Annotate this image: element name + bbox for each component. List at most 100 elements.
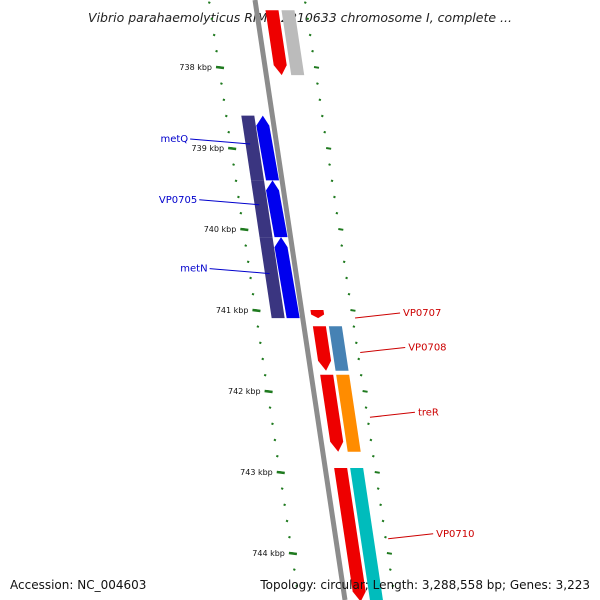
cds-arrow <box>256 115 280 181</box>
gene-feature <box>336 374 361 452</box>
tick-dot-right <box>376 487 380 490</box>
label-connector <box>388 533 434 540</box>
major-tick <box>252 308 261 313</box>
cds-arrow <box>320 374 344 452</box>
tick-dot-left <box>224 114 228 118</box>
tick-dot-right <box>350 309 356 312</box>
gene-label: VP0710 <box>436 529 474 540</box>
tick-dot-left <box>275 454 279 458</box>
tick-dot-right <box>320 114 324 118</box>
gene-label: VP0705 <box>159 195 197 206</box>
genome-backbone <box>252 0 348 600</box>
tick-dot-right <box>371 454 375 458</box>
tick-dot-right <box>340 244 344 247</box>
tick-label: 739 kbp <box>192 144 225 153</box>
tick-dot-right <box>384 535 387 539</box>
tick-dot-right <box>345 276 348 280</box>
gene-label-layer: metQ VP0705 metN VP0707 VP0708 treR VP0710 <box>159 134 475 540</box>
tick-dot-left <box>271 422 274 426</box>
gene-feature <box>259 237 285 319</box>
tick-dot-left <box>215 49 218 53</box>
tick-dot-left <box>222 98 226 102</box>
tick-dot-right <box>318 98 322 102</box>
label-connector <box>355 312 401 319</box>
tick-dot-right <box>328 163 331 166</box>
label-connector <box>190 138 251 145</box>
cds-arrow <box>312 326 332 371</box>
label-connector <box>199 199 260 206</box>
tick-dot-right <box>333 195 336 199</box>
tick-dot-left <box>295 584 299 588</box>
tick-dot-right <box>367 422 370 426</box>
gene-feature <box>328 326 349 371</box>
tick-dot-right <box>357 357 361 361</box>
cds-arrow <box>274 237 300 319</box>
tick-dot-right <box>374 471 380 474</box>
gene-label: VP0708 <box>408 342 446 353</box>
cds-arrow <box>266 180 288 238</box>
tick-dot-left <box>263 373 267 377</box>
tick-dot-right <box>352 325 356 328</box>
major-tick <box>240 227 249 232</box>
tick-label: 738 kbp <box>179 63 212 72</box>
tick-dot-left <box>212 33 216 37</box>
tick-dot-right <box>354 341 358 345</box>
cds-arrow <box>334 467 366 600</box>
tick-label: 740 kbp <box>204 225 237 234</box>
tick-dot-right <box>386 552 393 555</box>
major-tick <box>288 551 298 556</box>
tick-dot-right <box>335 211 339 215</box>
tick-dot-right <box>369 438 373 442</box>
tick-dot-left <box>207 1 211 4</box>
tick-dot-left <box>220 82 223 85</box>
tick-dot-left <box>210 17 214 21</box>
gene-feature <box>251 180 273 238</box>
major-tick <box>215 65 225 70</box>
tick-dot-left <box>246 260 250 264</box>
gene-label: treR <box>418 407 439 418</box>
tick-dot-right <box>303 1 307 4</box>
label-connector <box>209 268 270 275</box>
gene-feature <box>281 10 305 76</box>
tick-dot-right <box>359 373 363 377</box>
tick-dot-left <box>283 503 286 507</box>
tick-dot-right <box>379 503 382 507</box>
label-connector <box>369 411 415 418</box>
tick-dot-right <box>313 66 320 69</box>
tick-dot-left <box>251 292 255 296</box>
gene-layer <box>241 10 383 600</box>
tick-label: 741 kbp <box>216 306 249 315</box>
tick-dot-left <box>244 244 248 247</box>
tick-dot-right <box>306 17 310 21</box>
tick-dot-right <box>364 406 368 409</box>
tick-dot-left <box>256 325 260 328</box>
tick-dot-left <box>239 211 243 215</box>
tick-dot-right <box>330 179 334 183</box>
tick-dot-left <box>237 195 240 199</box>
gene-label: metN <box>180 264 207 275</box>
tick-label: 744 kbp <box>252 549 285 558</box>
tick-dot-right <box>311 49 314 53</box>
genome-summary: Topology: circular; Length: 3,288,558 bp… <box>260 578 590 592</box>
tick-dot-left <box>285 519 289 523</box>
tick-label: 743 kbp <box>240 468 273 477</box>
map-title: Vibrio parahaemolyticus RIMD 2210633 chr… <box>88 10 512 25</box>
tick-dot-right <box>347 292 351 296</box>
major-tick <box>227 146 237 151</box>
tick-dot-left <box>227 130 231 134</box>
gene-label: VP0707 <box>403 308 441 319</box>
tick-dot-left <box>258 341 262 345</box>
cds-arrow <box>310 310 325 319</box>
tick-dot-left <box>249 276 252 280</box>
tick-dot-right <box>323 130 327 134</box>
major-tick <box>276 470 285 475</box>
tick-dot-left <box>268 406 272 409</box>
tick-dot-left <box>232 163 235 166</box>
tick-dot-left <box>292 568 296 571</box>
tick-dot-right <box>391 584 395 588</box>
tick-dot-left <box>273 438 277 442</box>
tick-dot-left <box>288 535 291 539</box>
tick-dot-left <box>234 179 238 183</box>
tick-dot-right <box>381 519 385 523</box>
